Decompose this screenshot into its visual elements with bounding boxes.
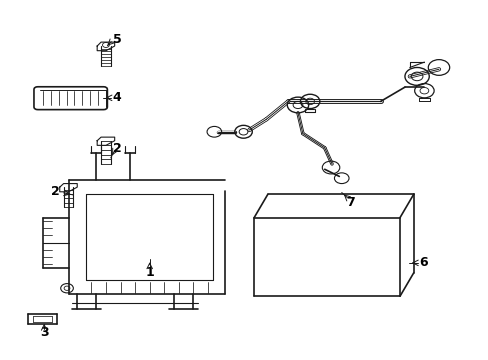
Text: 3: 3: [40, 327, 48, 339]
Text: 2: 2: [51, 185, 60, 198]
Text: 7: 7: [346, 195, 354, 209]
Text: 5: 5: [113, 33, 121, 46]
Text: 6: 6: [418, 256, 427, 269]
Text: 1: 1: [145, 266, 154, 279]
Text: 2: 2: [113, 142, 121, 155]
Text: 4: 4: [113, 91, 121, 104]
